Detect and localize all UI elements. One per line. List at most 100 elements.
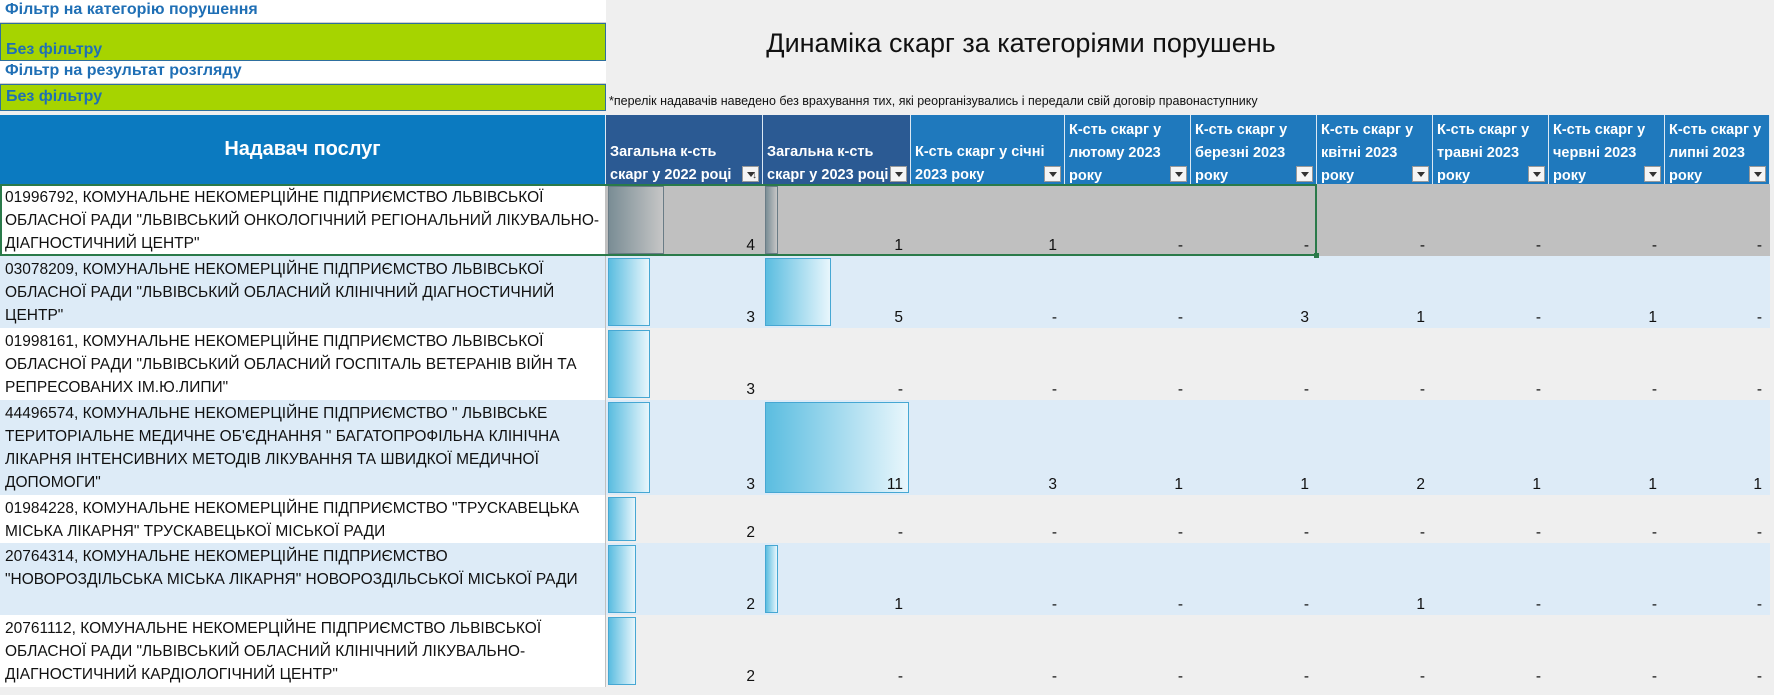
value-cell[interactable]: - [1317,495,1433,543]
value-cell[interactable]: 1 [1065,400,1191,495]
value-cell[interactable]: - [1065,615,1191,687]
value-cell[interactable]: 2 [606,543,763,615]
provider-name-cell[interactable]: 03078209, КОМУНАЛЬНЕ НЕКОМЕРЦІЙНЕ ПІДПРИ… [0,256,606,328]
table-row[interactable]: 20764314, КОМУНАЛЬНЕ НЕКОМЕРЦІЙНЕ ПІДПРИ… [0,543,1770,615]
filter-dropdown-icon[interactable] [890,166,907,182]
provider-name-cell[interactable]: 20764314, КОМУНАЛЬНЕ НЕКОМЕРЦІЙНЕ ПІДПРИ… [0,543,606,615]
value-cell[interactable]: - [911,543,1065,615]
value-text: 5 [894,309,903,326]
provider-name-cell[interactable]: 01996792, КОМУНАЛЬНЕ НЕКОМЕРЦІЙНЕ ПІДПРИ… [0,184,606,256]
value-cell[interactable]: - [1065,256,1191,328]
value-cell[interactable]: - [1665,184,1770,256]
value-cell[interactable]: 1 [1317,543,1433,615]
value-cell[interactable]: 1 [1549,400,1665,495]
result-filter-slicer[interactable]: Без фільтру [0,84,606,111]
value-cell[interactable]: - [1433,615,1549,687]
value-cell[interactable]: 1 [763,184,911,256]
column-header: Надавач послуг [0,115,606,184]
value-text: - [1535,309,1541,326]
value-cell[interactable]: - [1065,328,1191,400]
filter-dropdown-icon[interactable] [742,164,759,184]
value-cell[interactable]: - [1433,328,1549,400]
value-cell[interactable]: - [1433,495,1549,543]
value-cell[interactable]: - [911,615,1065,687]
value-cell[interactable]: - [1549,495,1665,543]
value-cell[interactable]: - [1433,543,1549,615]
value-cell[interactable]: - [1065,543,1191,615]
value-cell[interactable]: - [1317,615,1433,687]
value-cell[interactable]: - [1665,256,1770,328]
value-text: - [1303,381,1309,398]
table-row[interactable]: 20761112, КОМУНАЛЬНЕ НЕКОМЕРЦІЙНЕ ПІДПРИ… [0,615,1770,687]
provider-name-cell[interactable]: 44496574, КОМУНАЛЬНЕ НЕКОМЕРЦІЙНЕ ПІДПРИ… [0,400,606,495]
table-row[interactable]: 01996792, КОМУНАЛЬНЕ НЕКОМЕРЦІЙНЕ ПІДПРИ… [0,184,1770,258]
value-text: 1 [1532,476,1541,493]
value-cell[interactable]: 1 [1665,400,1770,495]
filter-dropdown-icon[interactable] [1296,166,1313,182]
value-text: - [1303,237,1309,254]
table-row[interactable]: 01998161, КОМУНАЛЬНЕ НЕКОМЕРЦІЙНЕ ПІДПРИ… [0,328,1770,400]
value-cell[interactable]: - [1549,543,1665,615]
value-text: 3 [1300,309,1309,326]
value-cell[interactable]: - [1433,256,1549,328]
table-row[interactable]: 03078209, КОМУНАЛЬНЕ НЕКОМЕРЦІЙНЕ ПІДПРИ… [0,256,1770,328]
value-cell[interactable]: 1 [1433,400,1549,495]
provider-name-cell[interactable]: 01998161, КОМУНАЛЬНЕ НЕКОМЕРЦІЙНЕ ПІДПРИ… [0,328,606,400]
value-cell[interactable]: - [1065,495,1191,543]
value-cell[interactable]: - [1317,328,1433,400]
filter-dropdown-icon[interactable] [1044,166,1061,182]
value-cell[interactable]: 3 [911,400,1065,495]
data-bar [765,258,831,326]
value-cell[interactable]: - [763,615,911,687]
value-cell[interactable]: - [1549,328,1665,400]
value-cell[interactable]: - [1549,615,1665,687]
value-cell[interactable]: - [1065,184,1191,256]
value-cell[interactable]: - [1549,184,1665,256]
value-cell[interactable]: - [1433,184,1549,256]
value-cell[interactable]: - [1665,495,1770,543]
value-cell[interactable]: 1 [911,184,1065,256]
value-cell[interactable]: - [1191,328,1317,400]
filter-dropdown-icon[interactable] [1644,166,1661,182]
report-title: Динаміка скарг за категоріями порушень [766,28,1276,58]
value-cell[interactable]: - [763,328,911,400]
table-row[interactable]: 44496574, КОМУНАЛЬНЕ НЕКОМЕРЦІЙНЕ ПІДПРИ… [0,400,1770,495]
value-cell[interactable]: - [1665,543,1770,615]
provider-name-cell[interactable]: 20761112, КОМУНАЛЬНЕ НЕКОМЕРЦІЙНЕ ПІДПРИ… [0,615,606,687]
value-cell[interactable]: - [1191,615,1317,687]
value-cell[interactable]: 3 [1191,256,1317,328]
filter-dropdown-icon[interactable] [1170,166,1187,182]
value-cell[interactable]: 3 [606,256,763,328]
value-cell[interactable]: - [1665,328,1770,400]
value-cell[interactable]: - [1191,495,1317,543]
value-cell[interactable]: - [911,328,1065,400]
value-text: - [1419,524,1425,541]
value-cell[interactable]: 3 [606,400,763,495]
value-cell[interactable]: - [1191,543,1317,615]
table-row[interactable]: 01984228, КОМУНАЛЬНЕ НЕКОМЕРЦІЙНЕ ПІДПРИ… [0,495,1770,543]
value-cell[interactable]: - [763,495,911,543]
value-cell[interactable]: 1 [1191,400,1317,495]
value-cell[interactable]: 1 [1549,256,1665,328]
value-cell[interactable]: 1 [1317,256,1433,328]
value-cell[interactable]: 2 [606,615,763,687]
value-cell[interactable]: - [1191,184,1317,256]
value-cell[interactable]: 2 [1317,400,1433,495]
value-cell[interactable]: 1 [763,543,911,615]
category-filter-slicer[interactable]: Без фільтру [0,23,606,61]
value-cell[interactable]: 5 [763,256,911,328]
value-cell[interactable]: 11 [763,400,911,495]
provider-name-cell[interactable]: 01984228, КОМУНАЛЬНЕ НЕКОМЕРЦІЙНЕ ПІДПРИ… [0,495,606,543]
value-cell[interactable]: - [911,256,1065,328]
value-cell[interactable]: - [1317,184,1433,256]
filter-dropdown-icon[interactable] [1412,166,1429,182]
value-text: 1 [1416,309,1425,326]
filter-dropdown-icon[interactable] [1749,166,1766,182]
value-cell[interactable]: 2 [606,495,763,543]
value-text: - [1051,309,1057,326]
value-cell[interactable]: - [911,495,1065,543]
value-cell[interactable]: 4 [606,184,763,256]
filter-dropdown-icon[interactable] [1528,166,1545,182]
value-cell[interactable]: 3 [606,328,763,400]
value-cell[interactable]: - [1665,615,1770,687]
